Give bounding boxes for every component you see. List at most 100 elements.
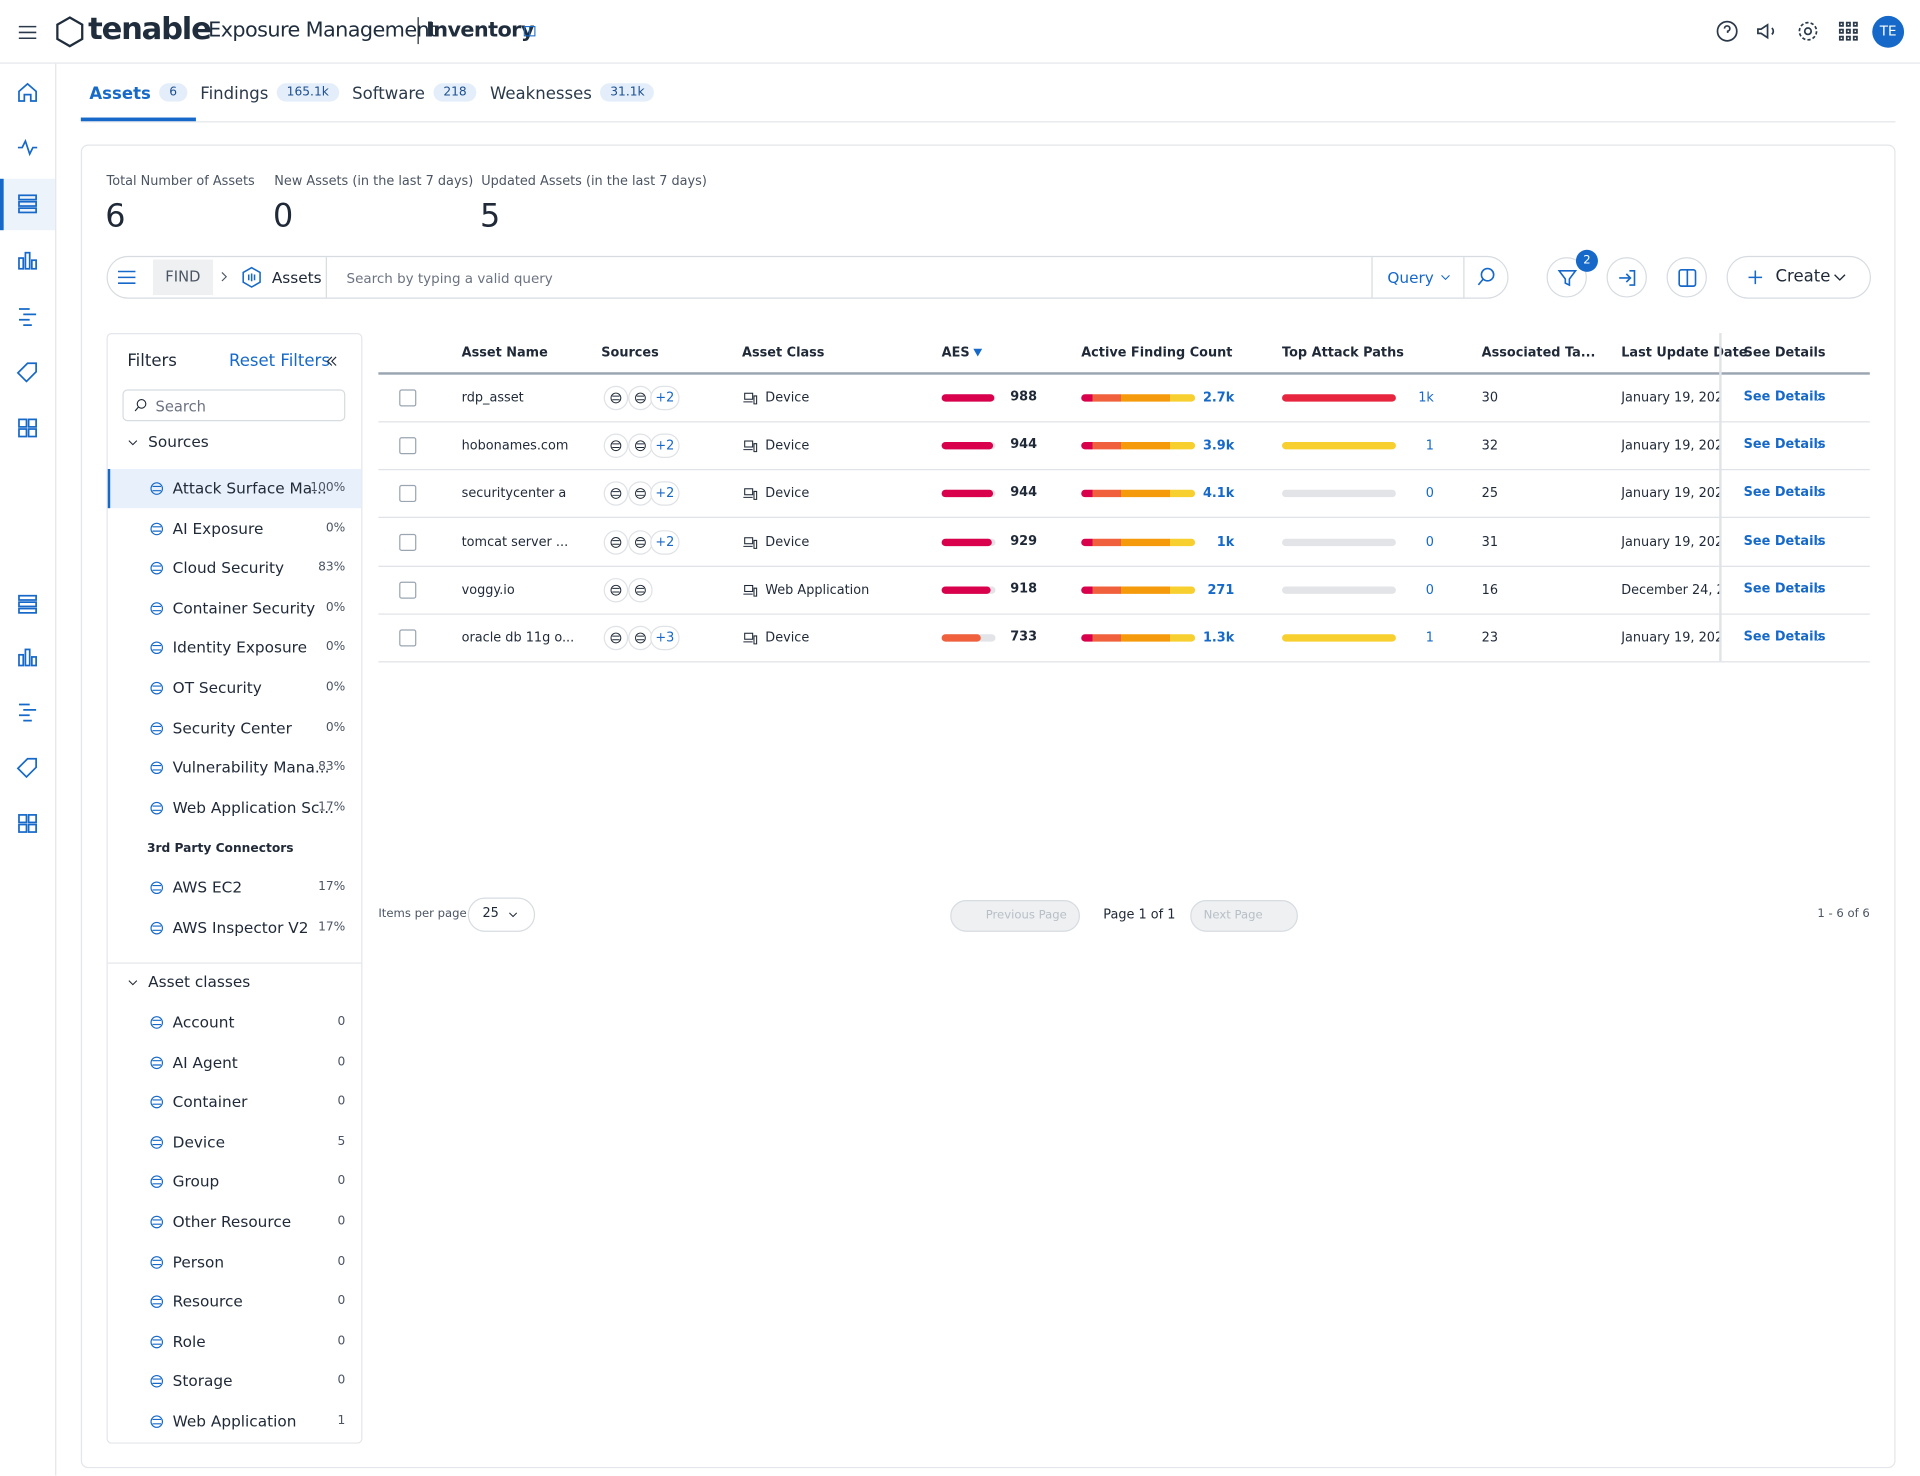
path-count[interactable]: 0	[1425, 582, 1434, 598]
find-menu[interactable]	[115, 266, 138, 289]
group-chevron[interactable]	[125, 975, 141, 991]
see-details[interactable]: See Details	[1743, 389, 1826, 405]
header-icon[interactable]	[1836, 18, 1862, 44]
row-checkbox[interactable]	[399, 485, 417, 503]
filter-name[interactable]: Other Resource	[172, 1212, 292, 1231]
rail-item[interactable]	[15, 191, 41, 217]
filter-name[interactable]: Attack Surface Ma...	[172, 478, 327, 498]
rail-item[interactable]	[15, 247, 41, 273]
filter-name[interactable]: OT Security	[172, 678, 262, 697]
filter-name[interactable]: Device	[172, 1132, 226, 1151]
path-count[interactable]: 1	[1425, 438, 1434, 454]
finding-count[interactable]: 4.1k	[1202, 486, 1235, 502]
column-header[interactable]: Last Update Date	[1621, 345, 1748, 361]
source-extra[interactable]: +2	[650, 433, 680, 459]
per-page-select[interactable]	[467, 897, 536, 932]
asset-name[interactable]: tomcat server ...	[461, 534, 569, 550]
finding-count[interactable]: 271	[1207, 582, 1235, 598]
source-extra[interactable]: +2	[650, 385, 680, 411]
row-checkbox[interactable]	[399, 437, 417, 455]
header-icon[interactable]	[1795, 18, 1821, 44]
rail-item[interactable]	[15, 80, 41, 106]
rail-item[interactable]	[15, 135, 41, 161]
details-chevron[interactable]	[1812, 535, 1825, 548]
asset-name[interactable]: rdp_asset	[461, 390, 524, 406]
source-extra[interactable]: +2	[650, 481, 680, 507]
group-title[interactable]: Asset classes	[148, 972, 251, 991]
header-icon[interactable]	[1755, 18, 1781, 44]
filter-name[interactable]: Container Security	[172, 598, 316, 617]
column-header[interactable]: See Details	[1743, 345, 1826, 361]
per-page[interactable]: 25	[482, 906, 499, 921]
column-header[interactable]: Active Finding Count	[1081, 345, 1233, 361]
filter-name[interactable]: Identity Exposure	[172, 638, 308, 657]
column-header[interactable]: Top Attack Paths	[1282, 345, 1404, 361]
group-chevron[interactable]	[125, 435, 141, 451]
see-details[interactable]: See Details	[1743, 437, 1826, 453]
rail-item[interactable]	[15, 644, 41, 670]
details-chevron[interactable]	[1812, 391, 1825, 404]
create-chevron[interactable]	[1829, 267, 1850, 288]
see-details[interactable]: See Details	[1743, 629, 1826, 645]
rail-item[interactable]	[15, 811, 41, 837]
filter-name[interactable]: Group	[172, 1172, 220, 1191]
rail-item[interactable]	[15, 591, 41, 617]
path-count[interactable]: 0	[1425, 534, 1434, 550]
column-header[interactable]: Associated Ta...	[1481, 345, 1596, 361]
plus[interactable]	[1744, 266, 1767, 289]
details-chevron[interactable]	[1812, 439, 1825, 452]
toolbar-button[interactable]	[1666, 257, 1707, 298]
create-button[interactable]	[1726, 255, 1872, 299]
filter-name[interactable]: Storage	[172, 1371, 233, 1391]
source-extra[interactable]: +2	[650, 529, 680, 555]
avatar[interactable]: TE	[1872, 15, 1905, 48]
tab-count[interactable]: 6	[159, 83, 187, 102]
column-header[interactable]: Asset Name	[461, 345, 548, 361]
filter-name[interactable]: Role	[172, 1331, 206, 1351]
filter-name[interactable]: Vulnerability Mana...	[172, 758, 330, 777]
filter-name[interactable]: Person	[172, 1252, 225, 1271]
details-chevron[interactable]	[1812, 631, 1825, 644]
header-icon[interactable]	[1714, 18, 1740, 44]
filter-name[interactable]: Web Application	[172, 1411, 297, 1431]
toolbar-button[interactable]	[1546, 257, 1587, 298]
tab-count[interactable]: 165.1k	[276, 83, 339, 102]
details-chevron[interactable]	[1812, 487, 1825, 500]
finding-count[interactable]: 3.9k	[1202, 438, 1235, 454]
filter-search-placeholder[interactable]: Search	[155, 397, 207, 416]
row-checkbox[interactable]	[399, 581, 417, 599]
asset-name[interactable]: voggy.io	[461, 582, 515, 598]
path-count[interactable]: 1k	[1418, 390, 1434, 406]
tab-count[interactable]: 31.1k	[600, 83, 655, 102]
tab-count[interactable]: 218	[433, 83, 477, 102]
path-count[interactable]: 0	[1425, 486, 1434, 502]
see-details[interactable]: See Details	[1743, 581, 1826, 597]
collapse[interactable]	[323, 353, 340, 370]
details-chevron[interactable]	[1812, 583, 1825, 596]
filter-name[interactable]: Cloud Security	[172, 558, 285, 577]
filter-name[interactable]: Web Application Sc...	[172, 798, 335, 817]
filter-name[interactable]: Account	[172, 1012, 235, 1032]
asset-name[interactable]: oracle db 11g o...	[461, 630, 575, 646]
rail-item[interactable]	[15, 699, 41, 725]
per-page-chevron[interactable]	[506, 907, 521, 922]
see-details[interactable]: See Details	[1743, 533, 1826, 549]
tab-label[interactable]: Weaknesses	[489, 84, 592, 105]
filter-name[interactable]: AWS EC2	[172, 877, 243, 897]
toolbar-button[interactable]	[1606, 257, 1647, 298]
row-checkbox[interactable]	[399, 629, 417, 647]
finding-count[interactable]: 2.7k	[1202, 390, 1235, 406]
rail-item[interactable]	[15, 360, 41, 386]
row-checkbox[interactable]	[399, 389, 417, 407]
finding-count[interactable]: 1.3k	[1202, 630, 1235, 646]
menu[interactable]	[16, 21, 39, 44]
filter-name[interactable]: AWS Inspector V2	[172, 917, 309, 937]
column-header[interactable]: Sources	[601, 345, 659, 361]
column-header[interactable]: AES	[941, 345, 970, 361]
column-header[interactable]: Asset Class	[742, 345, 825, 361]
filter-name[interactable]: AI Agent	[172, 1052, 238, 1071]
asset-name[interactable]: securitycenter a	[461, 486, 567, 502]
reset-filters[interactable]: Reset Filters	[228, 351, 330, 372]
filter-name[interactable]: AI Exposure	[172, 518, 264, 538]
book-icon[interactable]	[522, 23, 538, 39]
